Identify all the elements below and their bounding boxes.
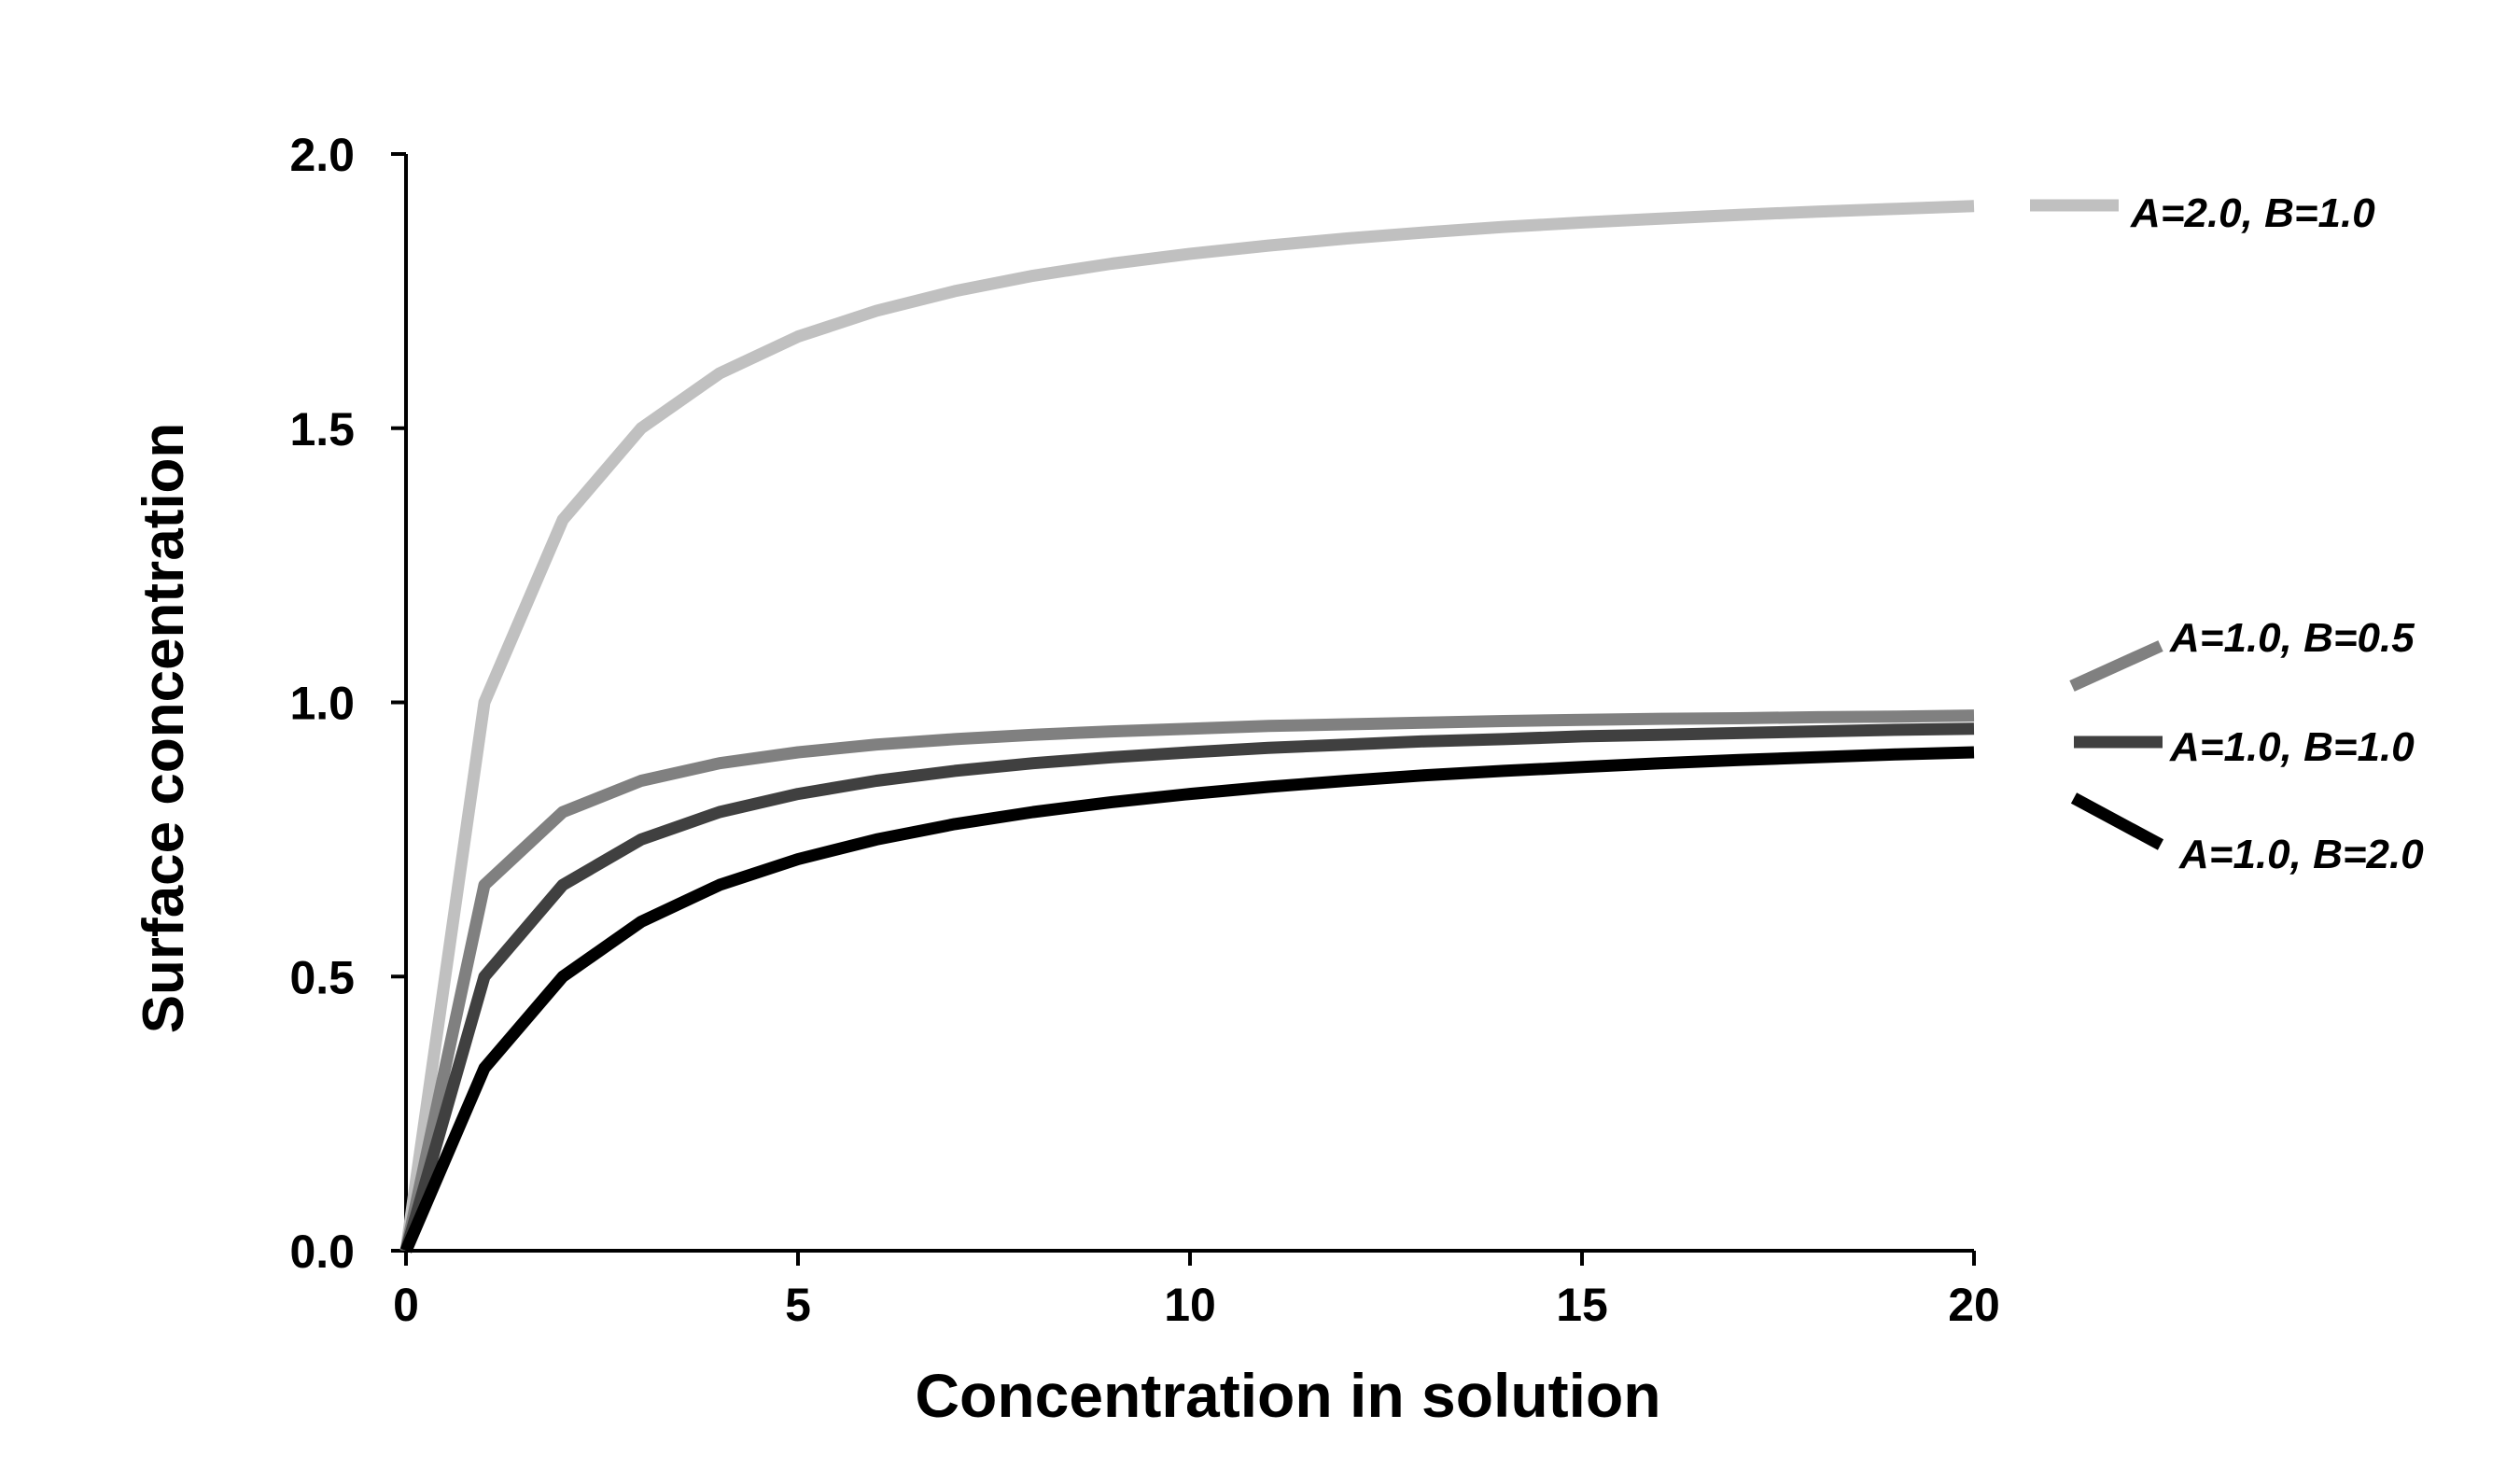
series-line-3 (399, 722, 1975, 1253)
x-tick-label: 5 (785, 1279, 811, 1331)
y-tick-label: 1.5 (289, 403, 355, 455)
series-line-2 (399, 709, 1975, 1253)
x-tick-label: 10 (1164, 1279, 1216, 1331)
legend-swatch (2069, 640, 2163, 692)
y-tick-label: 2.0 (289, 129, 355, 181)
legend-label: A=1.0, B=0.5 (2169, 615, 2415, 661)
series-layer (399, 200, 1975, 1254)
x-tick-label: 15 (1556, 1279, 1608, 1331)
y-axis-ticks: 0.0 0.5 1.0 1.5 2.0 (289, 129, 406, 1278)
x-axis-title: Concentration in solution (915, 1361, 1660, 1430)
y-tick-label: 0.0 (289, 1226, 355, 1278)
series-line-1 (399, 200, 1975, 1252)
series-line-4 (400, 746, 1975, 1254)
legend-label: A=1.0, B=2.0 (2178, 832, 2424, 877)
y-tick-label: 0.5 (289, 951, 355, 1003)
legend-label: A=1.0, B=1.0 (2169, 724, 2415, 770)
legend-swatch (2070, 792, 2164, 850)
y-axis-title: Surface concentration (132, 423, 196, 1034)
x-axis-ticks: 0 5 10 15 20 (393, 1251, 2000, 1331)
legend-label: A=2.0, B=1.0 (2130, 190, 2375, 236)
legend: A=2.0, B=1.0 A=1.0, B=0.5 A=1.0, B=1.0 A=1.… (2030, 190, 2424, 877)
y-tick-label: 1.0 (289, 678, 355, 730)
x-tick-label: 0 (393, 1279, 419, 1331)
x-tick-label: 20 (1948, 1279, 2000, 1331)
